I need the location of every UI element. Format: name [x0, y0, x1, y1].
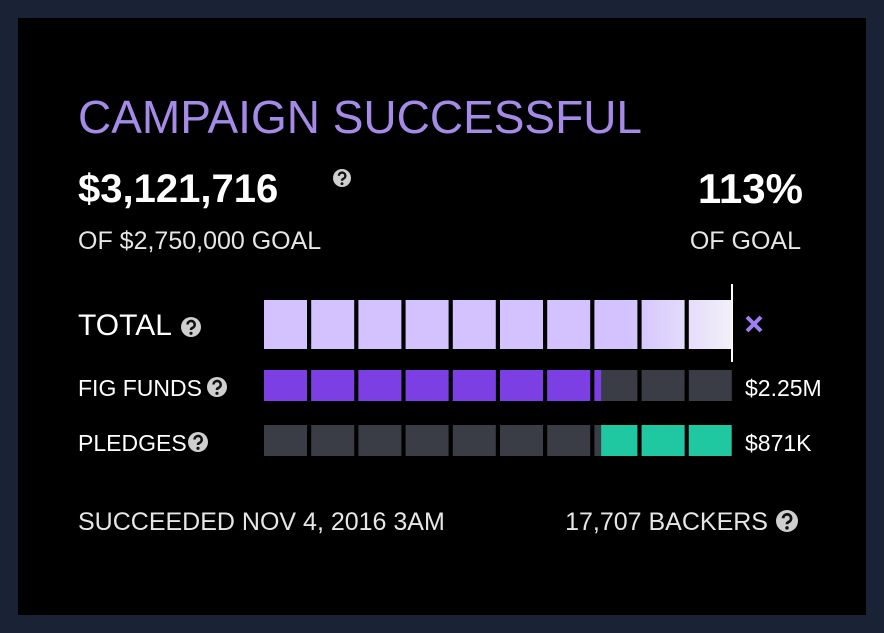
help-circle — [188, 432, 208, 452]
empty-segment — [594, 370, 638, 401]
empty-segment — [688, 370, 732, 401]
help-icon[interactable] — [181, 317, 201, 337]
row-label: FIG FUNDS — [78, 375, 202, 401]
funding-fill — [601, 425, 732, 456]
raised-amount: $3,121,716 — [78, 167, 278, 211]
help-glyph — [193, 434, 203, 446]
help-icon[interactable] — [776, 510, 798, 532]
help-icon[interactable] — [207, 377, 227, 397]
empty-segment — [358, 425, 402, 456]
help-circle — [333, 169, 351, 187]
help-icon[interactable] — [188, 432, 208, 452]
help-circle — [207, 377, 227, 397]
total-label: TOTAL — [78, 309, 172, 342]
empty-segment — [500, 425, 543, 456]
empty-segment — [452, 425, 496, 456]
empty-segment — [311, 425, 355, 456]
percent-label: OF GOAL — [690, 227, 801, 255]
percent: 113% — [698, 165, 803, 212]
help-glyph — [781, 512, 793, 525]
help-circle — [776, 510, 798, 532]
help-glyph — [186, 319, 196, 331]
backers: 17,707 BACKERS — [565, 508, 768, 536]
empty-segment — [547, 425, 591, 456]
help-dot — [215, 391, 219, 395]
help-dot — [196, 446, 200, 450]
funding-fill — [264, 370, 602, 401]
help-dot — [340, 182, 344, 186]
succeeded-date: SUCCEEDED NOV 4, 2016 3AM — [78, 508, 445, 536]
row-value: $2.25M — [745, 375, 822, 401]
empty-segment — [641, 370, 685, 401]
empty-segment — [264, 425, 307, 456]
help-glyph — [337, 171, 347, 181]
close-icon[interactable] — [745, 315, 763, 333]
help-glyph — [212, 379, 222, 391]
help-dot — [785, 526, 789, 530]
help-icon[interactable] — [333, 169, 351, 187]
help-dot — [189, 331, 193, 335]
empty-segment — [405, 425, 449, 456]
goal-text: OF $2,750,000 GOAL — [78, 227, 321, 255]
help-circle — [181, 317, 201, 337]
row-value: $871K — [745, 430, 812, 456]
title: CAMPAIGN SUCCESSFUL — [78, 91, 642, 143]
row-label: PLEDGES — [78, 430, 187, 456]
